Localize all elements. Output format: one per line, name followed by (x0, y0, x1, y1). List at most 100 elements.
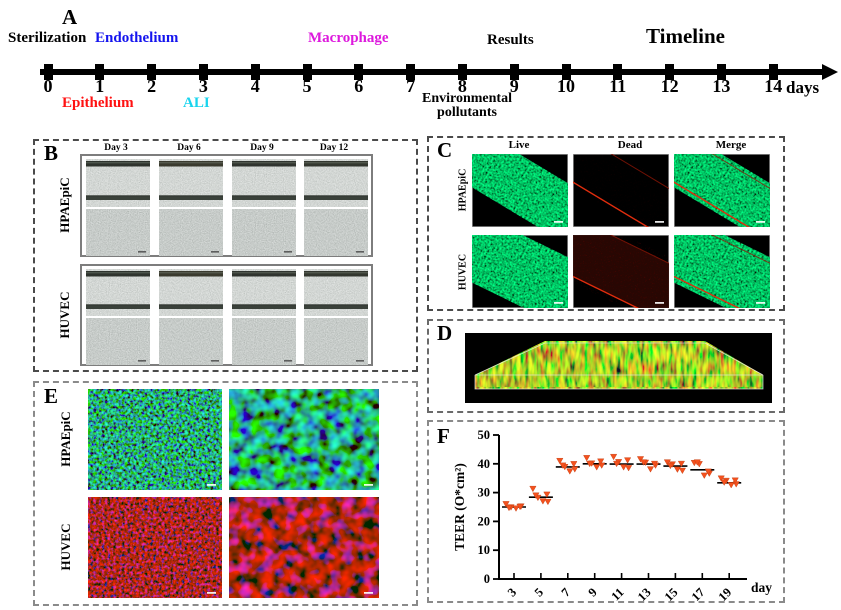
timeline-arrowhead-icon (822, 64, 838, 80)
teer-point-day17 (693, 459, 701, 466)
teer-point-day3 (512, 505, 520, 512)
timeline-tick-day11 (613, 64, 623, 80)
teer-point-day19 (720, 479, 728, 486)
panel-b-rowlabel-hpaepic: HPAEpiC (57, 177, 72, 233)
micrograph-b-huvec-col3-monolayer (232, 318, 296, 365)
micrograph-c-huvec-live (472, 235, 568, 308)
micrograph-b-huvec-col4-monolayer (304, 318, 368, 365)
panel-c: C Live Dead Merge HPAEpiC HUVEC (427, 136, 785, 311)
timeline-tick-label-day0: 0 (43, 76, 53, 96)
panel-b-header-day3: Day 3 (104, 143, 128, 153)
micrograph-e-hpaepic-highmag (229, 389, 379, 490)
y-tick-label-0: 0 (484, 572, 490, 586)
panel-b-label: B (44, 141, 59, 165)
timeline-event-endothelium: Endothelium (95, 30, 179, 46)
teer-point-day9 (583, 455, 591, 462)
micrograph-b-hpaepic-col2-monolayer (159, 209, 223, 256)
micrograph-b-hpaepic-col3-monolayer (232, 209, 296, 256)
micrograph-b-hpaepic-col4-monolayer (304, 209, 368, 256)
teer-point-day5 (539, 498, 547, 505)
micrograph-b-hpaepic-col1-monolayer (86, 209, 150, 256)
micrograph-c-huvec-dead (573, 235, 669, 308)
timeline-tick-label-day12: 12 (660, 76, 679, 96)
timeline-tick-day4 (250, 64, 260, 80)
y-tick-label-20: 20 (478, 514, 491, 528)
teer-point-day15 (673, 466, 681, 473)
micrograph-b-hpaepic-col1-channel (86, 159, 150, 207)
micrograph-b-hpaepic-col3-channel (232, 159, 296, 207)
micrograph-b-huvec-col2-channel (159, 269, 223, 316)
timeline-axis-line (40, 69, 824, 75)
timeline-tick-day10 (561, 64, 571, 80)
x-tick-label-3: 3 (505, 585, 519, 599)
timeline-tick-label-day8: 8 (457, 76, 467, 96)
timeline-tick-day9 (509, 64, 519, 80)
panel-e-label: E (44, 384, 59, 408)
panel-c-header-dead: Dead (617, 139, 643, 151)
teer-point-day17 (704, 468, 712, 475)
teer-point-day11 (610, 453, 618, 461)
panel-d-3d-rendering (465, 333, 772, 403)
timeline-tick-day2 (147, 64, 157, 80)
teer-point-day15 (678, 467, 686, 475)
teer-point-day9 (597, 458, 605, 465)
teer-point-day19 (717, 475, 725, 482)
timeline-tick-day13 (716, 64, 726, 80)
timeline-tick-day12 (665, 64, 675, 80)
teer-scatter-chart: 0 10 20 30 40 50 TEER (O*cm²) 3 5 7 9 11 13 15 17 19 day (452, 428, 772, 601)
micrograph-b-huvec-col3-channel (232, 269, 296, 316)
y-tick-label-30: 30 (478, 486, 491, 500)
timeline-tick-label-day2: 2 (147, 76, 157, 96)
panel-e-image-grid (35, 383, 416, 604)
teer-point-day7 (571, 466, 579, 473)
x-tick-label-17: 17 (689, 585, 708, 601)
y-tick-label-10: 10 (478, 543, 491, 557)
micrograph-e-huvec-highmag (229, 497, 379, 598)
micrograph-c-hpaepic-dead (573, 154, 669, 227)
panel-c-header-merge: Merge (715, 139, 747, 151)
timeline-tick-day5 (302, 64, 312, 80)
teer-point-day5 (543, 491, 551, 498)
timeline-event-ali: ALI (183, 95, 210, 111)
timeline-event-epithelium: Epithelium (62, 95, 134, 111)
y-tick-label-40: 40 (478, 457, 491, 471)
teer-point-day19 (727, 482, 735, 489)
teer-point-day15 (663, 459, 671, 466)
timeline-event-environmental-pollutants: Environmental pollutants (422, 91, 512, 120)
micrograph-b-huvec-col1-channel (86, 269, 150, 316)
micrograph-c-huvec-merge (674, 235, 770, 308)
timeline-tick-label-day1: 1 (95, 76, 105, 96)
x-tick-label-5: 5 (532, 585, 546, 599)
panel-b-rowlabel-huvec: HUVEC (57, 291, 72, 339)
teer-point-day3 (505, 504, 513, 512)
teer-point-day11 (613, 460, 621, 468)
timeline-tick-label-day3: 3 (198, 76, 208, 96)
micrograph-d-3d-stack (465, 333, 772, 403)
panel-c-header-live: Live (508, 139, 530, 151)
y-axis-title: TEER (O*cm²) (452, 463, 467, 551)
x-axis-unit: day (751, 580, 772, 595)
panel-d: D (427, 319, 785, 413)
teer-point-day7 (570, 461, 578, 468)
x-tick-label-15: 15 (662, 585, 681, 601)
teer-point-day15 (677, 460, 685, 468)
timeline-tick-label-day6: 6 (354, 76, 364, 96)
micrograph-b-hpaepic-col2-channel (159, 159, 223, 207)
timeline-tick-day8 (457, 64, 467, 80)
teer-point-day5 (529, 485, 537, 493)
teer-point-day3 (516, 503, 524, 511)
micrograph-e-huvec-lowmag (88, 497, 222, 598)
panel-b-header-day12: Day 12 (319, 143, 349, 153)
teer-point-day9 (586, 460, 594, 468)
timeline-tick-label-day13: 13 (712, 76, 731, 96)
x-tick-label-11: 11 (608, 585, 626, 601)
y-tick-label-50: 50 (478, 428, 491, 442)
teer-point-day15 (666, 462, 674, 470)
teer-point-day11 (620, 464, 628, 471)
x-tick-label-19: 19 (716, 585, 735, 601)
panel-f: F 0 10 20 30 40 50 TEER (O*cm²) 3 5 7 9 11 13 15 17 19 d… (427, 420, 785, 603)
timeline-tick-label-day5: 5 (302, 76, 312, 96)
micrograph-c-hpaepic-merge (674, 154, 770, 227)
timeline-tick-day1 (95, 64, 105, 80)
